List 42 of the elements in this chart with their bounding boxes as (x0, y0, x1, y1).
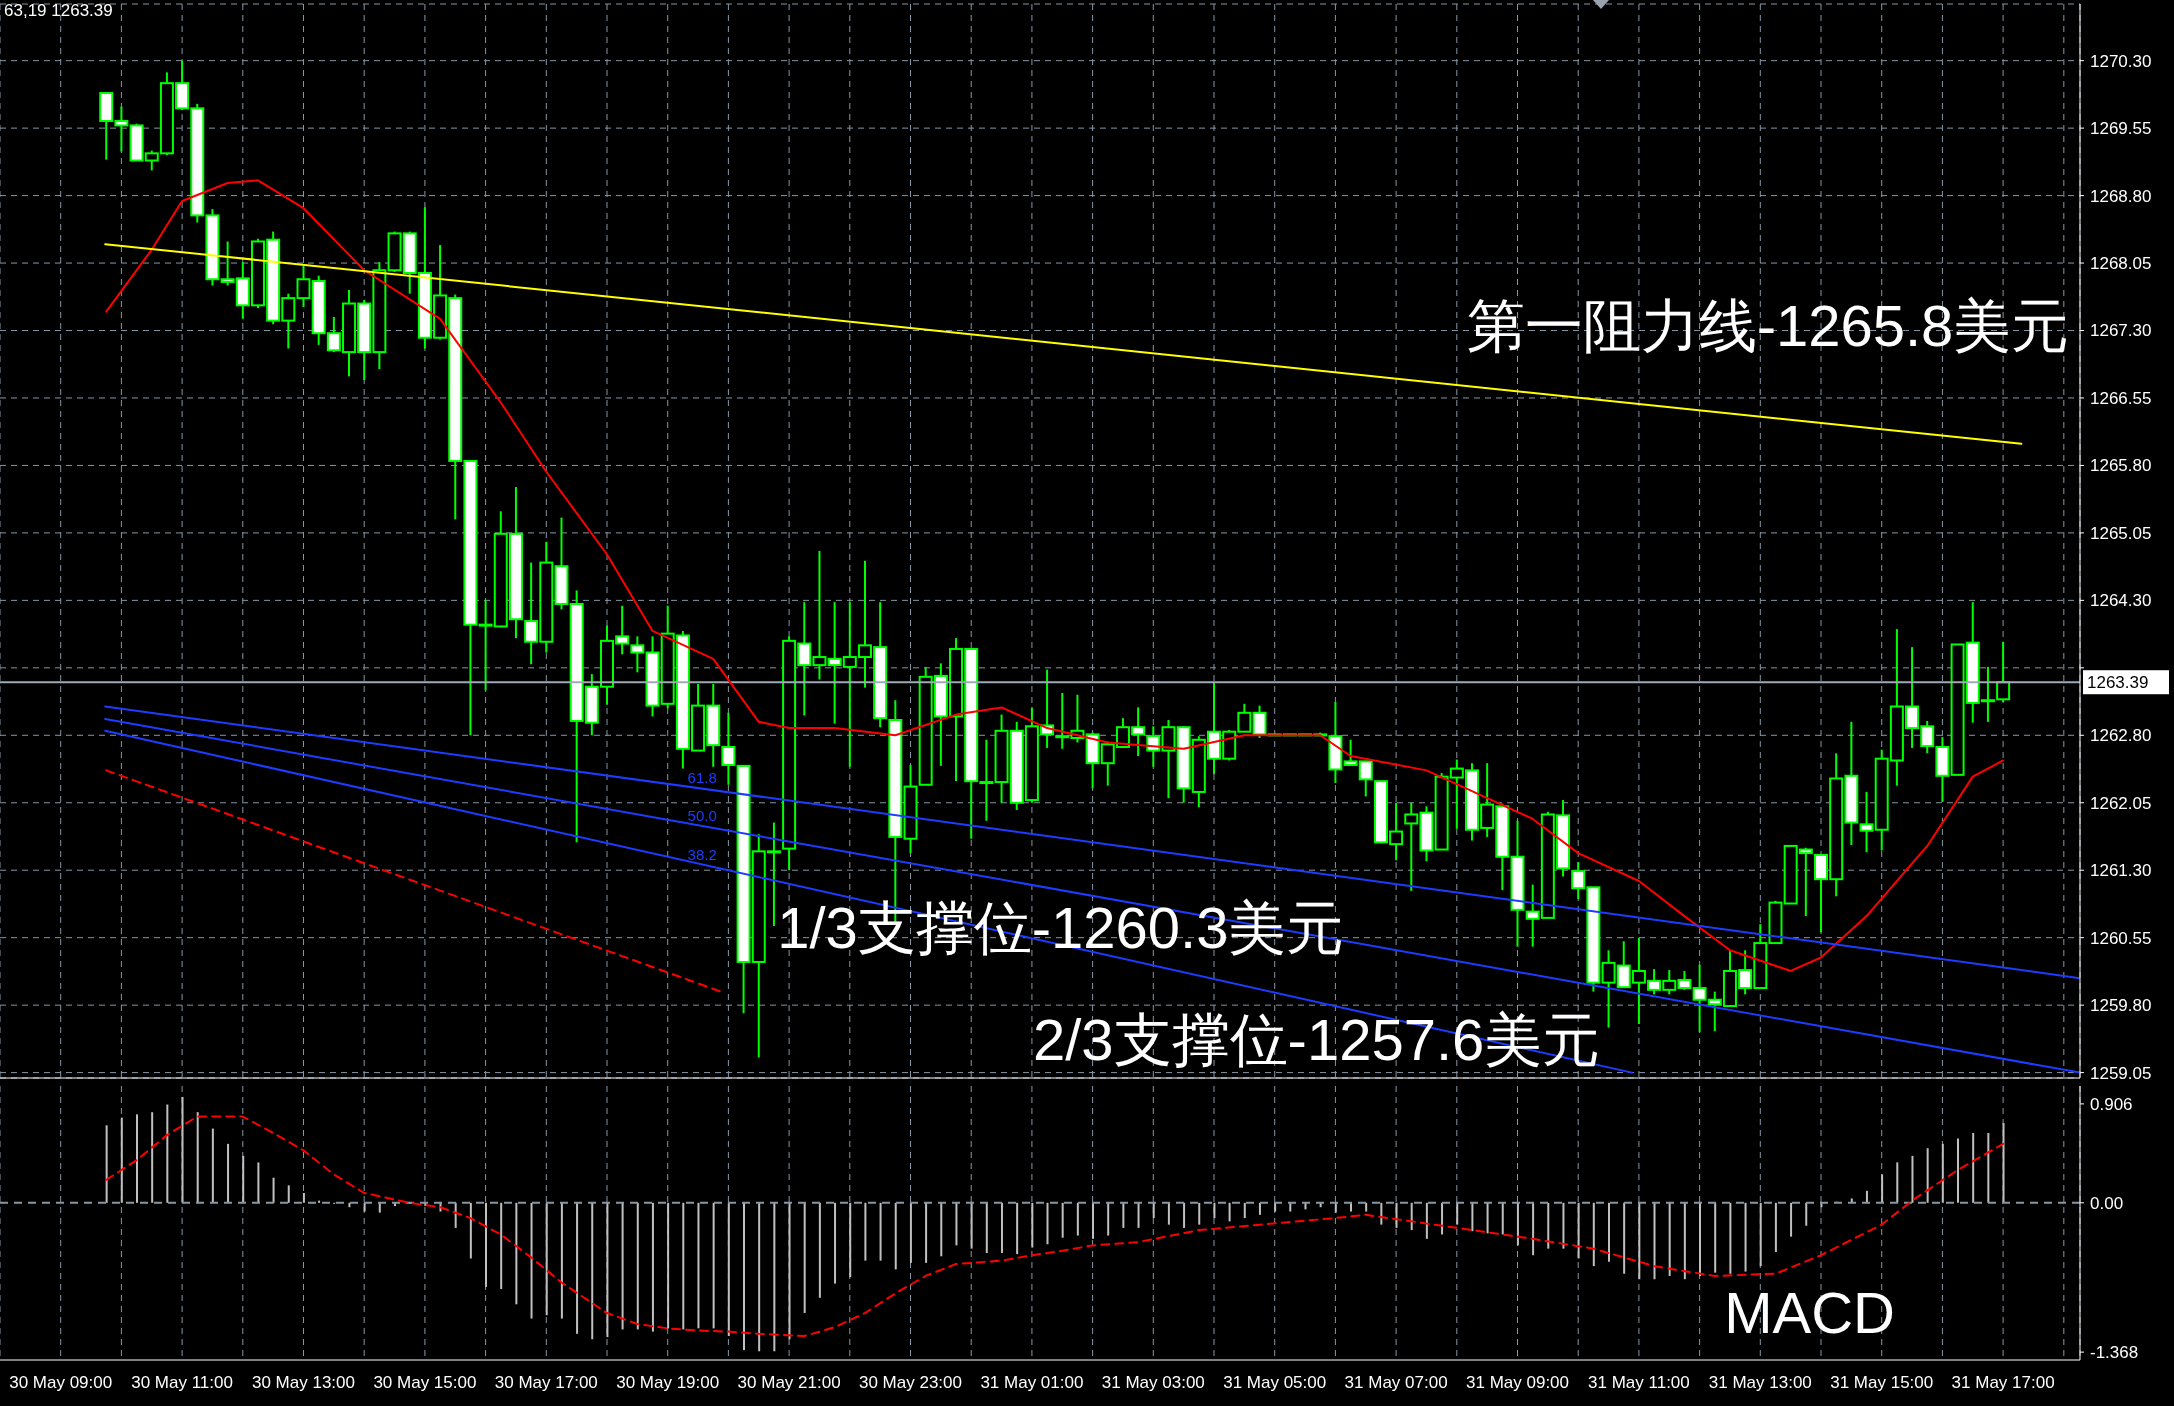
y-tick-label: 1265.80 (2090, 456, 2152, 476)
x-tick-label: 30 May 21:00 (737, 1372, 841, 1392)
ref-line-label: 1263.39 (2087, 673, 2149, 693)
y-tick-label: 1265.05 (2090, 523, 2152, 543)
annotation: MACD (1724, 1280, 1895, 1346)
series-label: 50.0 (687, 806, 717, 824)
annotation: 第一阻力线-1265.8美元 (1466, 293, 2070, 359)
y-tick-label: 1262.80 (2090, 726, 2152, 746)
y-tick-label: 1266.55 (2090, 388, 2152, 408)
y-tick-label: 1269.55 (2090, 119, 2152, 139)
x-tick-label: 30 May 23:00 (859, 1372, 963, 1392)
x-tick-label: 31 May 09:00 (1466, 1372, 1570, 1392)
y-tick-label: 1260.55 (2090, 928, 2152, 948)
series-label: 61.8 (687, 768, 717, 786)
x-tick-label: 30 May 19:00 (616, 1372, 720, 1392)
x-tick-label: 31 May 15:00 (1830, 1372, 1934, 1392)
x-tick-label: 31 May 01:00 (980, 1372, 1084, 1392)
y-tick-label: -1.368 (2090, 1343, 2139, 1363)
y-tick-label: 1267.30 (2090, 321, 2152, 341)
x-tick-label: 30 May 17:00 (494, 1372, 598, 1392)
y-tick-label: 0.00 (2090, 1193, 2124, 1213)
x-tick-label: 31 May 11:00 (1588, 1372, 1690, 1392)
y-tick-label: 1270.30 (2090, 51, 2152, 71)
y-tick-label: 1268.05 (2090, 254, 2152, 274)
x-tick-label: 31 May 05:00 (1223, 1372, 1327, 1392)
annotation: 63,19 1263.39 (4, 1, 113, 20)
y-tick-label: 1259.80 (2090, 996, 2152, 1016)
y-tick-label: 1259.05 (2090, 1063, 2152, 1083)
x-tick-label: 31 May 17:00 (1951, 1372, 2055, 1392)
y-tick-label: 1262.05 (2090, 793, 2152, 813)
x-tick-label: 30 May 09:00 (9, 1372, 113, 1392)
x-tick-label: 30 May 13:00 (251, 1372, 356, 1392)
x-tick-label: 31 May 13:00 (1708, 1372, 1812, 1392)
y-tick-label: 0.906 (2090, 1094, 2133, 1114)
x-tick-label: 31 May 07:00 (1344, 1372, 1448, 1392)
x-tick-label: 30 May 11:00 (131, 1372, 233, 1392)
series-label: 38.2 (687, 845, 717, 863)
y-tick-label: 1261.30 (2090, 861, 2152, 881)
y-tick-label: 1264.30 (2090, 591, 2152, 611)
x-tick-label: 31 May 03:00 (1101, 1372, 1205, 1392)
x-tick-label: 30 May 15:00 (373, 1372, 477, 1392)
y-tick-label: 1268.80 (2090, 186, 2152, 206)
